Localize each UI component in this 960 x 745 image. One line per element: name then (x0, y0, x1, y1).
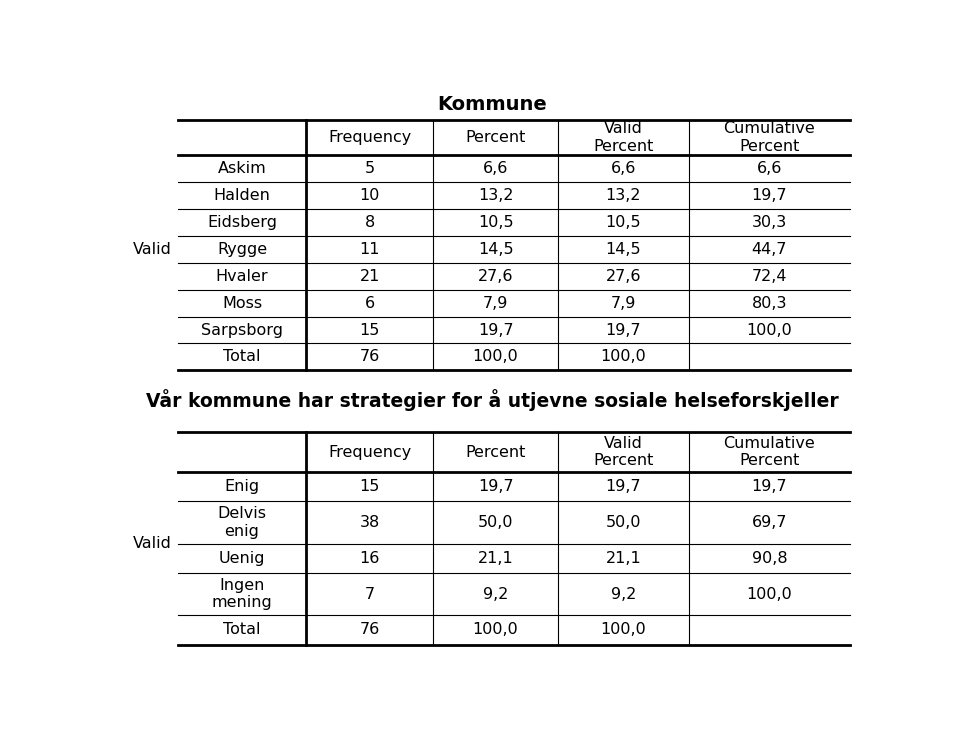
Text: 100,0: 100,0 (472, 622, 518, 638)
Text: 100,0: 100,0 (600, 622, 646, 638)
Text: 21,1: 21,1 (606, 551, 641, 566)
Text: Frequency: Frequency (328, 130, 411, 145)
Text: Kommune: Kommune (437, 95, 547, 114)
Text: 15: 15 (359, 323, 380, 337)
Text: 9,2: 9,2 (483, 586, 508, 602)
Text: Sarpsborg: Sarpsborg (201, 323, 283, 337)
Text: 7,9: 7,9 (483, 296, 508, 311)
Text: 19,7: 19,7 (606, 323, 641, 337)
Text: 100,0: 100,0 (747, 323, 792, 337)
Text: Valid: Valid (133, 241, 172, 257)
Text: Percent: Percent (466, 445, 526, 460)
Text: 6: 6 (365, 296, 374, 311)
Text: 5: 5 (365, 161, 374, 176)
Text: 9,2: 9,2 (611, 586, 636, 602)
Text: 19,7: 19,7 (606, 479, 641, 494)
Text: Enig: Enig (225, 479, 259, 494)
Text: 16: 16 (359, 551, 380, 566)
Text: 100,0: 100,0 (472, 349, 518, 364)
Text: Percent: Percent (466, 130, 526, 145)
Text: 21: 21 (359, 269, 380, 284)
Text: 19,7: 19,7 (478, 479, 514, 494)
Text: 100,0: 100,0 (747, 586, 792, 602)
Text: 7: 7 (365, 586, 374, 602)
Text: 100,0: 100,0 (600, 349, 646, 364)
Text: Vår kommune har strategier for å utjevne sosiale helseforskjeller: Vår kommune har strategier for å utjevne… (146, 389, 838, 410)
Text: 13,2: 13,2 (478, 188, 514, 203)
Text: 14,5: 14,5 (478, 241, 514, 257)
Text: 90,8: 90,8 (752, 551, 787, 566)
Text: 38: 38 (359, 515, 380, 530)
Text: 27,6: 27,6 (478, 269, 514, 284)
Text: Delvis
enig: Delvis enig (218, 507, 267, 539)
Text: 50,0: 50,0 (478, 515, 514, 530)
Text: Uenig: Uenig (219, 551, 265, 566)
Text: Cumulative
Percent: Cumulative Percent (724, 121, 815, 153)
Text: 44,7: 44,7 (752, 241, 787, 257)
Text: 14,5: 14,5 (606, 241, 641, 257)
Text: 13,2: 13,2 (606, 188, 641, 203)
Text: 10: 10 (359, 188, 380, 203)
Text: 19,7: 19,7 (478, 323, 514, 337)
Text: 69,7: 69,7 (752, 515, 787, 530)
Text: 7,9: 7,9 (611, 296, 636, 311)
Text: 30,3: 30,3 (752, 215, 787, 229)
Text: 11: 11 (359, 241, 380, 257)
Text: 19,7: 19,7 (752, 479, 787, 494)
Text: Halden: Halden (213, 188, 271, 203)
Text: 6,6: 6,6 (756, 161, 782, 176)
Text: Hvaler: Hvaler (216, 269, 268, 284)
Text: 10,5: 10,5 (478, 215, 514, 229)
Text: 10,5: 10,5 (606, 215, 641, 229)
Text: 6,6: 6,6 (483, 161, 508, 176)
Text: Moss: Moss (222, 296, 262, 311)
Text: 21,1: 21,1 (478, 551, 514, 566)
Text: Ingen
mening: Ingen mening (211, 578, 273, 610)
Text: Total: Total (224, 622, 261, 638)
Text: 6,6: 6,6 (611, 161, 636, 176)
Text: 72,4: 72,4 (752, 269, 787, 284)
Text: 27,6: 27,6 (606, 269, 641, 284)
Text: Rygge: Rygge (217, 241, 267, 257)
Text: 80,3: 80,3 (752, 296, 787, 311)
Text: Frequency: Frequency (328, 445, 411, 460)
Text: 76: 76 (359, 622, 380, 638)
Text: Cumulative
Percent: Cumulative Percent (724, 436, 815, 469)
Text: 15: 15 (359, 479, 380, 494)
Text: Eidsberg: Eidsberg (207, 215, 276, 229)
Text: 19,7: 19,7 (752, 188, 787, 203)
Text: 50,0: 50,0 (606, 515, 641, 530)
Text: Valid: Valid (133, 536, 172, 551)
Text: Valid
Percent: Valid Percent (593, 121, 654, 153)
Text: 76: 76 (359, 349, 380, 364)
Text: Total: Total (224, 349, 261, 364)
Text: Askim: Askim (218, 161, 266, 176)
Text: Valid
Percent: Valid Percent (593, 436, 654, 469)
Text: 8: 8 (365, 215, 374, 229)
